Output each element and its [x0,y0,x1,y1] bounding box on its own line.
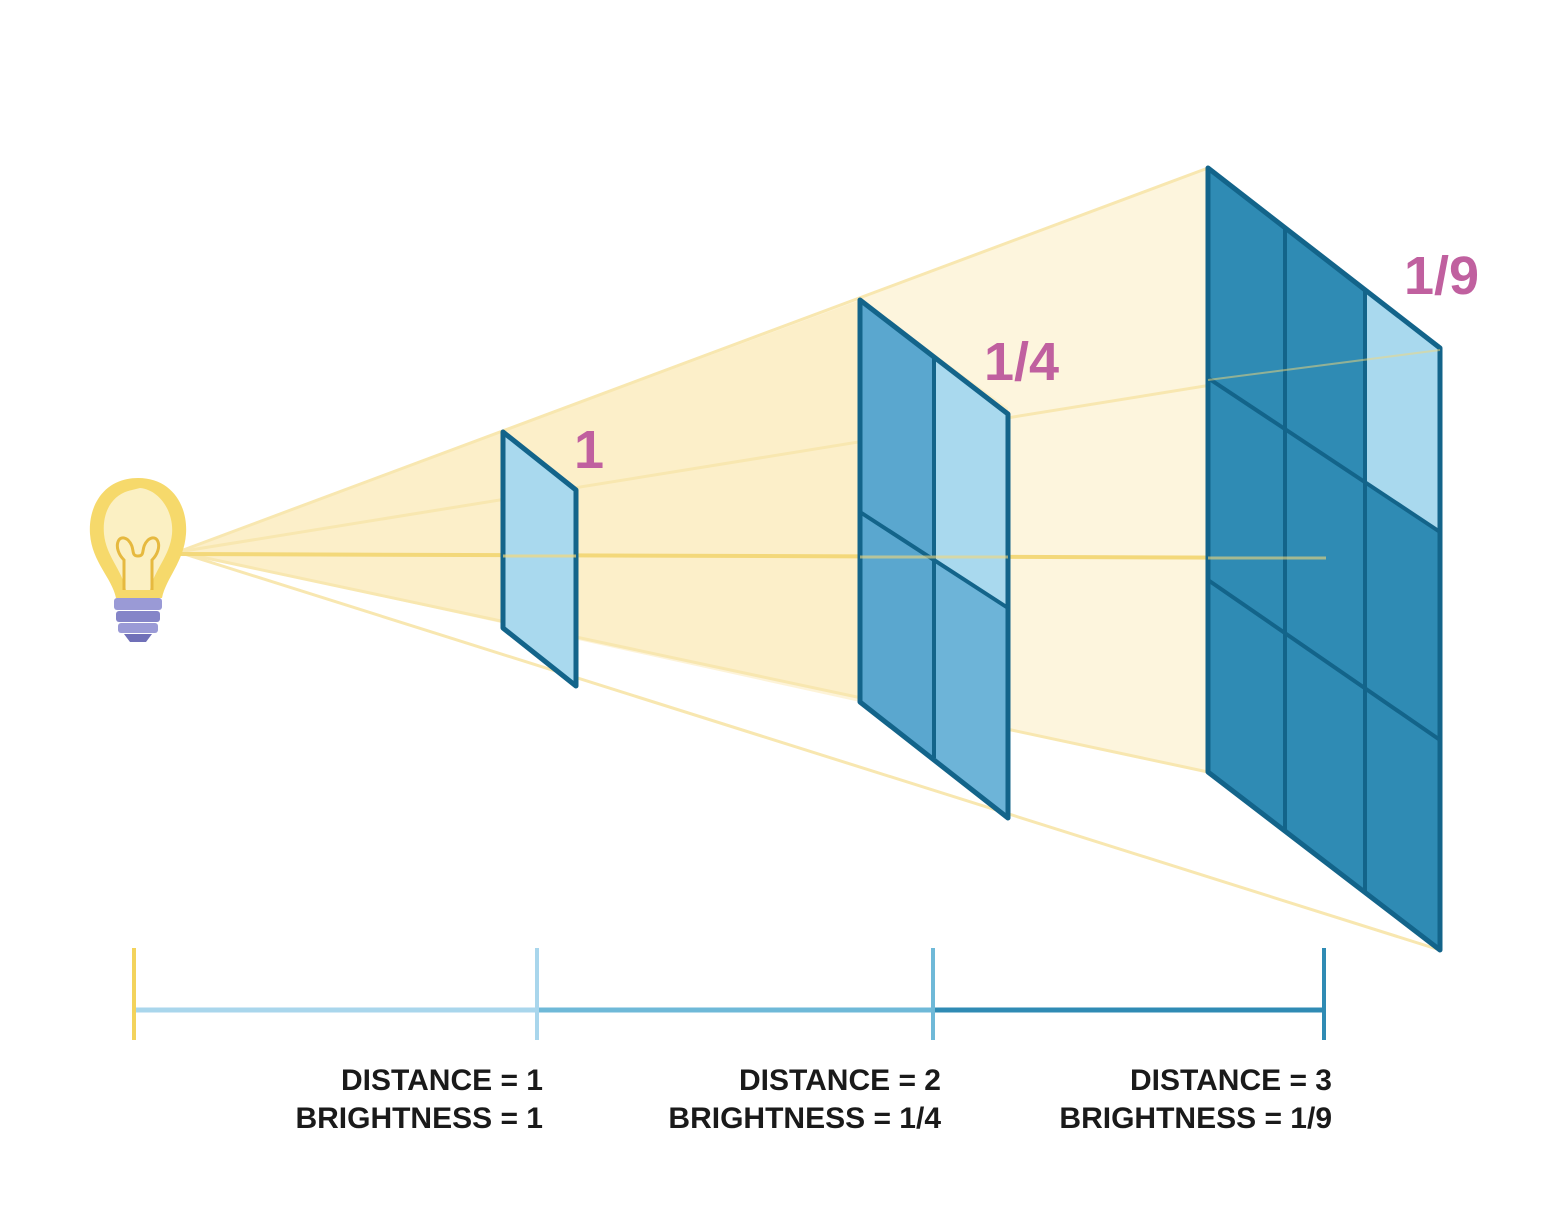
bulb-filament [115,536,161,590]
panel-distance-2 [857,297,1011,821]
panel-2-label: 1/4 [984,332,1059,392]
panel-2-cell-top-left [860,300,934,560]
panel-distance-3 [1205,165,1443,953]
panel-2-cell-top-right [934,357,1008,608]
panel-3-divider-horizontal-1 [1206,376,1442,534]
light-beam [177,166,1441,952]
bulb-base-top [114,598,162,610]
caption-distance-2: DISTANCE = 2 [739,1064,941,1097]
panel-distance-1 [500,429,579,689]
caption-brightness-3: BRIGHTNESS = 1/9 [1059,1102,1332,1135]
panel-1-cell [500,429,579,689]
caption-distance-3: DISTANCE = 3 [1130,1064,1332,1097]
distance-scale [132,948,1326,1040]
beam-center-axis [177,552,1327,560]
light-bulb-icon [89,478,187,642]
bulb-base-middle [116,611,160,622]
panel-2-divider-horizontal [858,510,1010,610]
panel-3-beam-edge [1207,349,1441,381]
panel-1-label: 1 [574,420,604,480]
panel-2-cell-bottom-right [934,560,1008,818]
panel-2-outline [857,297,1011,821]
caption-brightness-1: BRIGHTNESS = 1 [295,1102,543,1135]
panel-3-outline [1205,165,1443,953]
beam-edge-top [177,166,1209,554]
beam-edge-lower [177,550,1209,774]
beam-edge-bottom [177,550,1441,952]
panel-3-divider-horizontal-2 [1206,578,1442,742]
bulb-base-bottom [118,623,158,633]
light-cone-core [178,300,1008,818]
panel-3-label: 1/9 [1404,246,1479,306]
panel-2-cell-bottom-left [860,512,934,758]
bulb-tip [124,634,152,642]
caption-brightness-2: BRIGHTNESS = 1/4 [668,1102,941,1135]
bulb-highlight [103,488,173,590]
caption-distance-1: DISTANCE = 1 [341,1064,543,1097]
panel-3-highlight-cell [1365,290,1440,532]
